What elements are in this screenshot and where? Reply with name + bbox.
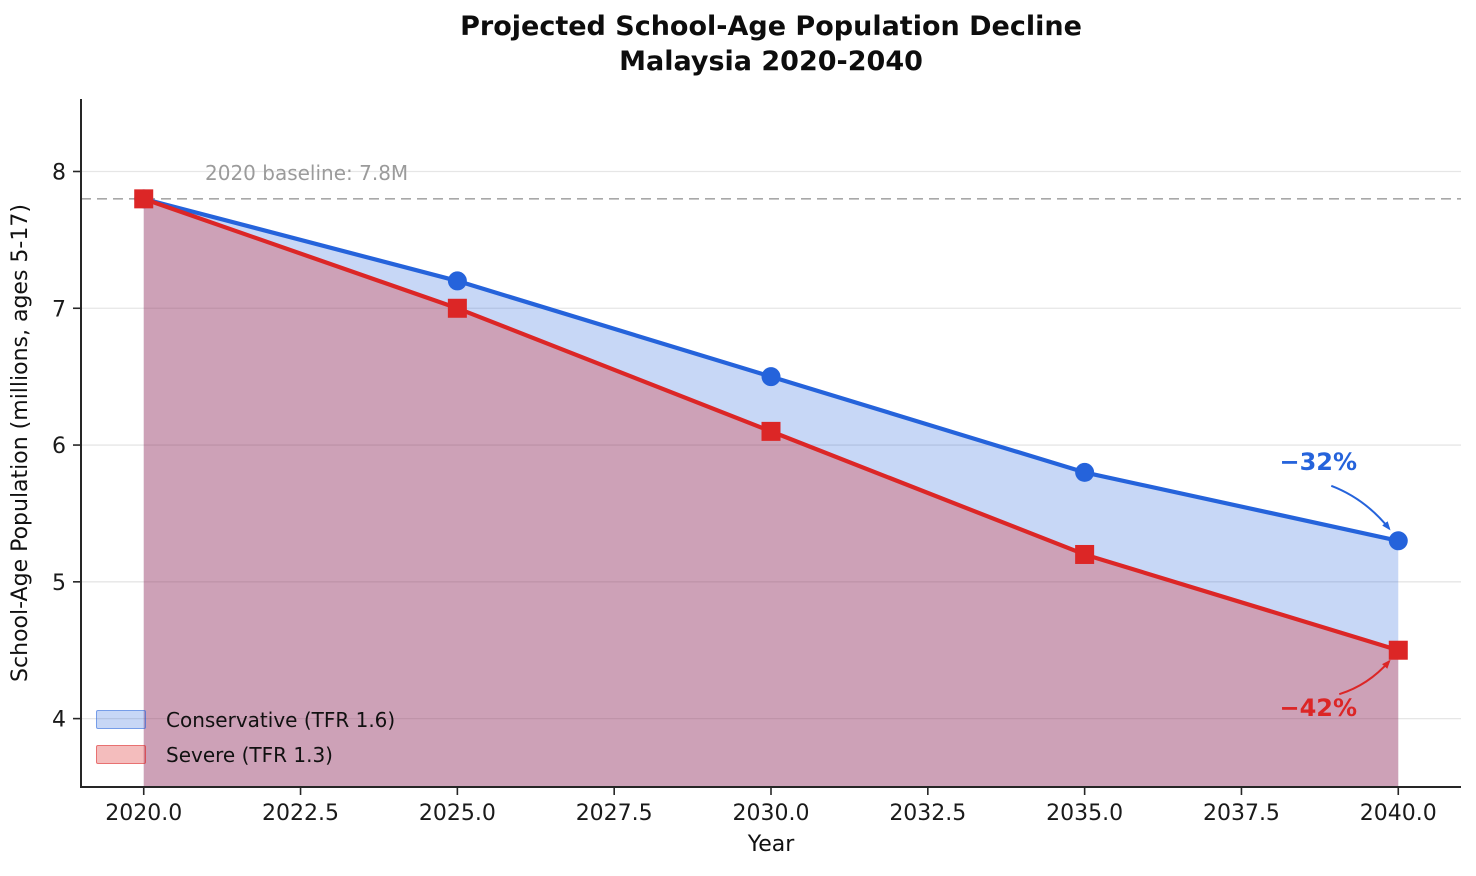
y-tick-label: 8 xyxy=(52,160,66,185)
baseline-annotation-label: 2020 baseline: 7.8M xyxy=(205,161,409,185)
data-point-marker xyxy=(1075,462,1095,482)
annotation-arrow-0 xyxy=(1330,484,1391,531)
legend-label-conservative: Conservative (TFR 1.6) xyxy=(166,707,396,732)
x-tick-label: 2022.5 xyxy=(262,801,339,826)
legend-swatch-severe-icon xyxy=(96,745,146,764)
data-point-marker xyxy=(1388,531,1408,551)
chart-title-line1: Projected School-Age Population Decline xyxy=(460,11,1082,42)
y-tick-label: 7 xyxy=(52,297,66,322)
y-tick-label: 6 xyxy=(52,434,66,459)
annotation-text-1: −42% xyxy=(1279,694,1357,722)
x-axis-label: Year xyxy=(747,832,796,857)
y-tick-label: 5 xyxy=(52,571,66,596)
x-tick-label: 2027.5 xyxy=(576,801,653,826)
chart-title: Projected School-Age Population Decline … xyxy=(81,9,1461,79)
x-tick-label: 2020.0 xyxy=(105,801,182,826)
data-point-marker xyxy=(761,421,781,441)
data-point-marker xyxy=(761,367,781,387)
data-point-marker xyxy=(1388,640,1408,660)
x-tick-label: 2037.5 xyxy=(1203,801,1280,826)
y-axis-label: School-Age Population (millions, ages 5-… xyxy=(8,204,33,682)
area-fill-series-1 xyxy=(143,198,1399,788)
y-grid xyxy=(81,170,1461,720)
legend-label-severe: Severe (TFR 1.3) xyxy=(166,742,333,767)
data-point-marker xyxy=(1075,544,1095,564)
y-tick-label: 4 xyxy=(52,708,66,733)
legend-row-conservative: Conservative (TFR 1.6) xyxy=(96,702,395,737)
data-point-marker xyxy=(447,298,467,318)
x-tick-label: 2032.5 xyxy=(889,801,966,826)
legend: Conservative (TFR 1.6) Severe (TFR 1.3) xyxy=(96,702,395,772)
data-point-marker xyxy=(134,189,154,209)
x-tick-label: 2030.0 xyxy=(733,801,810,826)
data-point-marker xyxy=(447,271,467,291)
legend-row-severe: Severe (TFR 1.3) xyxy=(96,737,395,772)
legend-swatch-conservative-icon xyxy=(96,710,146,729)
area-fill-series-0 xyxy=(143,198,1399,788)
annotation-arrow-1 xyxy=(1338,659,1391,696)
x-tick-label: 2035.0 xyxy=(1046,801,1123,826)
annotation-text-0: −32% xyxy=(1279,448,1357,476)
x-tick-label: 2040.0 xyxy=(1360,801,1437,826)
x-tick-label: 2025.0 xyxy=(419,801,496,826)
chart-title-line2: Malaysia 2020-2040 xyxy=(619,46,923,77)
